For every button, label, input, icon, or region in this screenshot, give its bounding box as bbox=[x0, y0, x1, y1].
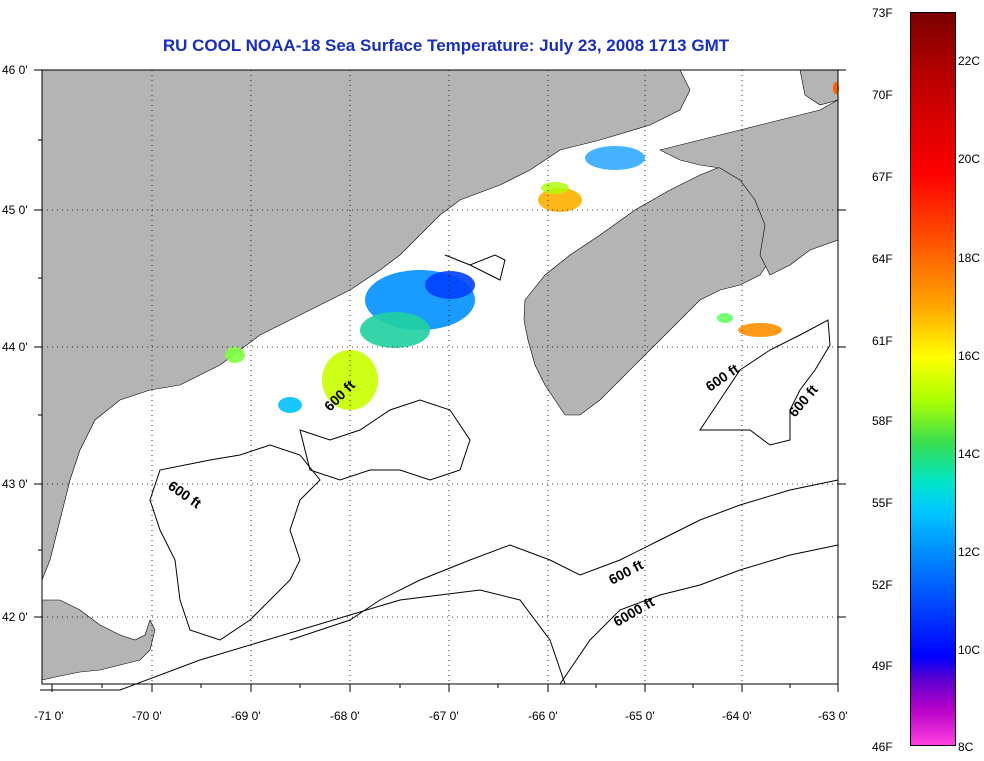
lon-label: -64 0' bbox=[722, 709, 752, 723]
colorbar-label-f: 55F bbox=[872, 496, 893, 510]
colorbar-label-f: 67F bbox=[872, 170, 893, 184]
colorbar-label-c: 20C bbox=[958, 152, 981, 166]
lon-label: -68 0' bbox=[330, 709, 360, 723]
lat-label: 42 0' bbox=[2, 610, 28, 624]
map-title: RU COOL NOAA-18 Sea Surface Temperature:… bbox=[162, 36, 730, 55]
lon-label: -66 0' bbox=[528, 709, 558, 723]
lat-label: 43 0' bbox=[2, 477, 28, 491]
lon-label: -69 0' bbox=[231, 709, 261, 723]
lat-label: 46 0' bbox=[2, 63, 28, 77]
colorbar-label-c: 16C bbox=[958, 349, 981, 363]
colorbar-label-c: 12C bbox=[958, 545, 981, 559]
lon-label: -63 0' bbox=[818, 709, 848, 723]
temperature-colorbar bbox=[910, 12, 956, 746]
bathymetry-contours bbox=[40, 254, 839, 691]
lon-label: -70 0' bbox=[132, 709, 162, 723]
colorbar-label-c: 22C bbox=[958, 54, 981, 68]
colorbar-label-f: 61F bbox=[872, 334, 893, 348]
colorbar-label-f: 49F bbox=[872, 659, 893, 673]
axis-ticks bbox=[34, 69, 846, 692]
map-frame bbox=[41, 69, 839, 685]
sst-patches bbox=[225, 82, 839, 413]
lat-label: 45 0' bbox=[2, 203, 28, 217]
colorbar-label-c: 18C bbox=[958, 251, 981, 265]
colorbar-label-f: 46F bbox=[872, 740, 893, 754]
land bbox=[41, 69, 839, 681]
colorbar-label-c: 8C bbox=[958, 740, 974, 754]
lon-label: -65 0' bbox=[625, 709, 655, 723]
colorbar-label-f: 70F bbox=[872, 88, 893, 102]
latitude-labels: 46 0' 45 0' 44 0' 43 0' 42 0' bbox=[2, 63, 28, 624]
colorbar-label-f: 58F bbox=[872, 414, 893, 428]
lat-label: 44 0' bbox=[2, 340, 28, 354]
colorbar-label-c: 10C bbox=[958, 643, 981, 657]
longitude-labels: -71 0' -70 0' -69 0' -68 0' -67 0' -66 0… bbox=[34, 709, 848, 723]
lon-label: -71 0' bbox=[34, 709, 64, 723]
colorbar-label-f: 73F bbox=[872, 6, 893, 20]
colorbar-label-f: 52F bbox=[872, 578, 893, 592]
colorbar-label-f: 64F bbox=[872, 252, 893, 266]
colorbar-label-c: 14C bbox=[958, 447, 981, 461]
lon-label: -67 0' bbox=[429, 709, 459, 723]
